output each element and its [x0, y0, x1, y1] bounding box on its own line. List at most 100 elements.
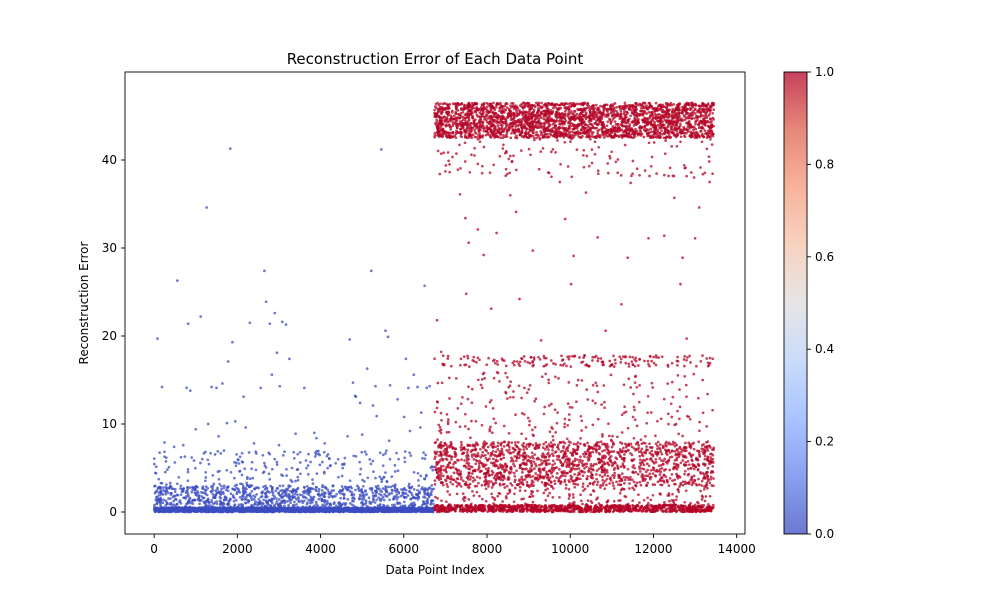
data-point	[281, 508, 284, 512]
data-point	[250, 460, 254, 464]
data-point	[594, 119, 598, 123]
data-point	[433, 131, 437, 135]
data-point	[213, 453, 217, 456]
data-point	[203, 491, 207, 494]
data-point	[410, 491, 413, 495]
data-point	[342, 494, 346, 497]
data-point	[306, 464, 310, 467]
data-point	[518, 109, 521, 112]
data-point	[218, 499, 222, 503]
data-point	[361, 493, 365, 497]
data-point	[372, 470, 375, 474]
data-point	[205, 508, 209, 511]
data-point	[179, 484, 183, 488]
data-point	[380, 480, 384, 484]
data-point	[369, 269, 373, 273]
data-point	[216, 450, 220, 453]
data-point	[163, 450, 166, 454]
data-point	[373, 505, 377, 509]
data-point	[703, 129, 707, 133]
data-point	[289, 501, 292, 505]
data-point	[337, 501, 340, 505]
data-point	[282, 499, 286, 502]
data-point	[393, 464, 397, 467]
data-point	[300, 509, 304, 512]
data-point	[570, 130, 574, 134]
data-point	[417, 479, 420, 482]
data-point	[384, 471, 387, 474]
data-point	[240, 473, 244, 477]
data-point	[407, 482, 411, 486]
data-point	[376, 487, 379, 491]
data-point	[422, 451, 425, 454]
data-point	[322, 495, 326, 499]
data-point	[226, 360, 230, 363]
data-point	[199, 315, 203, 318]
data-point	[425, 386, 429, 390]
data-point	[403, 504, 407, 508]
data-point	[691, 135, 694, 139]
data-point	[417, 505, 421, 509]
data-point	[426, 502, 429, 505]
data-point	[251, 476, 255, 480]
data-point	[374, 485, 378, 488]
data-point	[454, 132, 458, 135]
data-point	[215, 491, 219, 495]
data-point	[540, 101, 543, 105]
data-point	[234, 509, 237, 513]
data-point	[270, 467, 274, 471]
data-point	[264, 300, 268, 304]
data-point	[382, 498, 386, 502]
data-point	[407, 386, 410, 390]
data-point	[220, 487, 223, 491]
data-point	[315, 472, 319, 475]
data-point	[312, 495, 316, 499]
data-point	[263, 461, 266, 465]
data-point	[317, 490, 321, 493]
data-point	[214, 494, 217, 497]
data-point	[509, 136, 513, 140]
data-point	[222, 509, 226, 512]
data-point	[179, 493, 183, 496]
data-point	[393, 486, 397, 490]
data-point	[371, 459, 375, 463]
data-point	[287, 496, 291, 500]
data-point	[262, 502, 265, 506]
data-point	[358, 493, 362, 497]
data-point	[710, 120, 713, 123]
data-point	[368, 458, 372, 461]
data-point	[275, 351, 279, 355]
data-point	[255, 493, 258, 496]
data-point	[346, 434, 349, 438]
data-point	[390, 475, 394, 478]
data-point	[241, 490, 245, 494]
data-point	[163, 470, 167, 474]
data-point	[619, 110, 623, 113]
data-point	[188, 505, 192, 509]
data-point	[292, 495, 295, 499]
data-point	[160, 385, 164, 389]
data-point	[177, 475, 181, 479]
data-point	[399, 510, 402, 514]
data-point	[305, 502, 309, 506]
data-point	[236, 458, 240, 462]
data-point	[314, 489, 318, 493]
data-point	[326, 466, 329, 470]
data-point	[273, 457, 277, 461]
data-point	[253, 487, 257, 491]
data-point	[164, 499, 168, 503]
data-point	[172, 503, 176, 507]
data-point	[308, 505, 312, 508]
data-point	[385, 489, 388, 492]
data-point	[253, 502, 257, 506]
data-point	[368, 487, 372, 490]
data-point	[498, 109, 501, 113]
data-point	[280, 473, 283, 477]
data-point	[326, 453, 330, 456]
data-point	[527, 101, 531, 105]
data-point	[225, 488, 228, 492]
data-point	[513, 132, 517, 135]
data-point	[342, 507, 346, 511]
data-point	[233, 488, 237, 492]
data-point	[306, 473, 310, 476]
